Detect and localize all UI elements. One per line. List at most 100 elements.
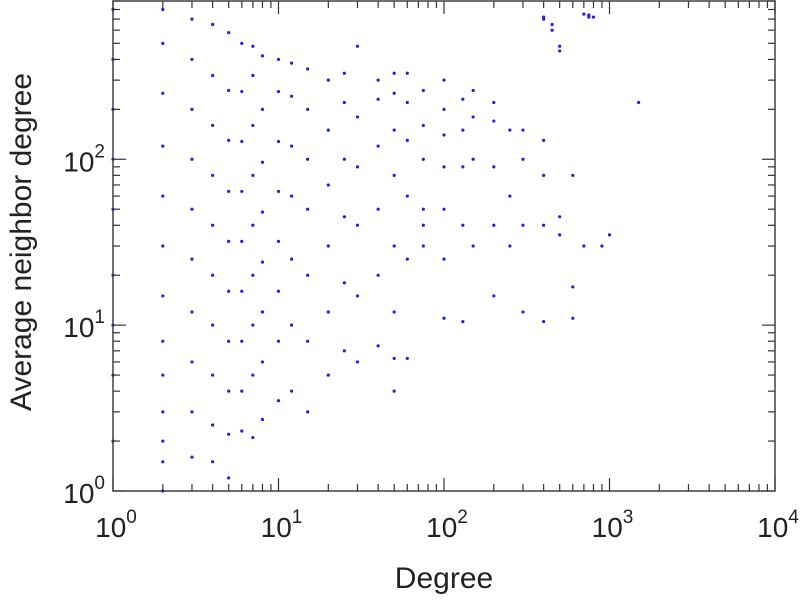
data-point: [492, 165, 496, 169]
data-point: [542, 15, 546, 19]
data-point: [240, 389, 244, 393]
data-point: [190, 257, 194, 261]
data-point: [405, 71, 409, 75]
data-point: [211, 423, 215, 427]
data-point: [355, 223, 360, 227]
data-point: [211, 323, 215, 327]
data-point: [571, 173, 575, 177]
data-point: [471, 88, 475, 93]
data-point: [290, 389, 294, 393]
data-point: [461, 320, 465, 324]
data-point: [392, 91, 396, 95]
data-point: [521, 310, 525, 314]
data-point: [276, 239, 281, 243]
data-point: [251, 173, 255, 177]
data-point: [405, 356, 409, 361]
data-point: [161, 244, 165, 248]
data-point: [405, 100, 409, 105]
data-point: [355, 360, 360, 364]
data-point: [376, 344, 380, 348]
data-point: [421, 244, 425, 248]
data-point: [542, 223, 546, 227]
data-point: [342, 71, 346, 75]
data-point: [161, 7, 165, 12]
data-point: [392, 356, 396, 361]
y-tick-label: 100: [63, 473, 105, 509]
data-point: [461, 128, 465, 132]
data-point: [442, 133, 446, 137]
data-point: [251, 44, 255, 48]
data-point: [290, 94, 294, 98]
y-axis-label: Average neighbor degree: [5, 73, 38, 411]
data-point: [508, 194, 512, 198]
y-tick-label: 101: [63, 307, 105, 343]
data-point: [326, 373, 330, 377]
data-point: [190, 107, 194, 111]
data-point: [542, 320, 546, 324]
data-point: [342, 157, 346, 161]
data-point: [442, 78, 446, 82]
data-point: [211, 22, 215, 27]
data-point: [461, 223, 465, 227]
data-point: [342, 215, 346, 219]
data-point: [550, 28, 554, 32]
data-point: [326, 128, 330, 132]
data-point: [290, 61, 294, 65]
data-point: [355, 44, 360, 48]
x-tick-label: 101: [261, 507, 303, 543]
data-point: [161, 91, 165, 95]
data-point: [251, 435, 255, 440]
data-point: [306, 107, 310, 111]
data-point: [392, 128, 396, 132]
data-point: [376, 207, 380, 211]
data-point: [492, 100, 496, 105]
data-point: [190, 455, 194, 459]
data-point: [240, 189, 244, 194]
data-point: [342, 349, 346, 353]
data-point: [542, 173, 546, 177]
tick-labels: 100 101 102 103 104 100 101 102: [63, 141, 799, 543]
data-point: [442, 257, 446, 261]
data-point: [227, 88, 231, 93]
data-point: [161, 410, 165, 414]
data-point: [260, 260, 265, 264]
data-point: [251, 273, 255, 277]
data-point: [392, 244, 396, 248]
data-point: [326, 244, 330, 248]
data-point: [461, 165, 465, 169]
data-point: [492, 223, 496, 227]
data-point: [421, 223, 425, 227]
data-point: [521, 128, 525, 132]
data-point: [211, 173, 215, 177]
data-point: [521, 223, 525, 227]
data-point: [260, 160, 265, 164]
data-point: [355, 165, 360, 169]
data-point: [211, 123, 215, 128]
data-point: [442, 207, 446, 211]
data-point: [405, 138, 409, 142]
data-point: [421, 207, 425, 211]
data-point: [190, 57, 194, 62]
data-point: [587, 13, 591, 17]
data-point: [376, 97, 380, 101]
data-point: [190, 310, 194, 314]
x-tick-label: 100: [95, 507, 137, 543]
data-point: [161, 144, 165, 148]
data-point: [421, 123, 425, 128]
data-point: [190, 360, 194, 364]
data-point: [240, 89, 244, 94]
data-point: [471, 157, 475, 161]
data-point: [558, 44, 562, 48]
data-point: [240, 429, 244, 433]
data-point: [161, 41, 165, 45]
data-point: [260, 310, 265, 314]
data-point: [442, 107, 446, 111]
data-point: [392, 173, 396, 177]
data-point: [558, 49, 562, 53]
data-point: [190, 157, 194, 161]
data-point: [508, 244, 512, 248]
data-point: [251, 123, 255, 128]
data-point: [492, 119, 496, 123]
data-point: [326, 183, 330, 187]
data-point: [607, 233, 612, 237]
